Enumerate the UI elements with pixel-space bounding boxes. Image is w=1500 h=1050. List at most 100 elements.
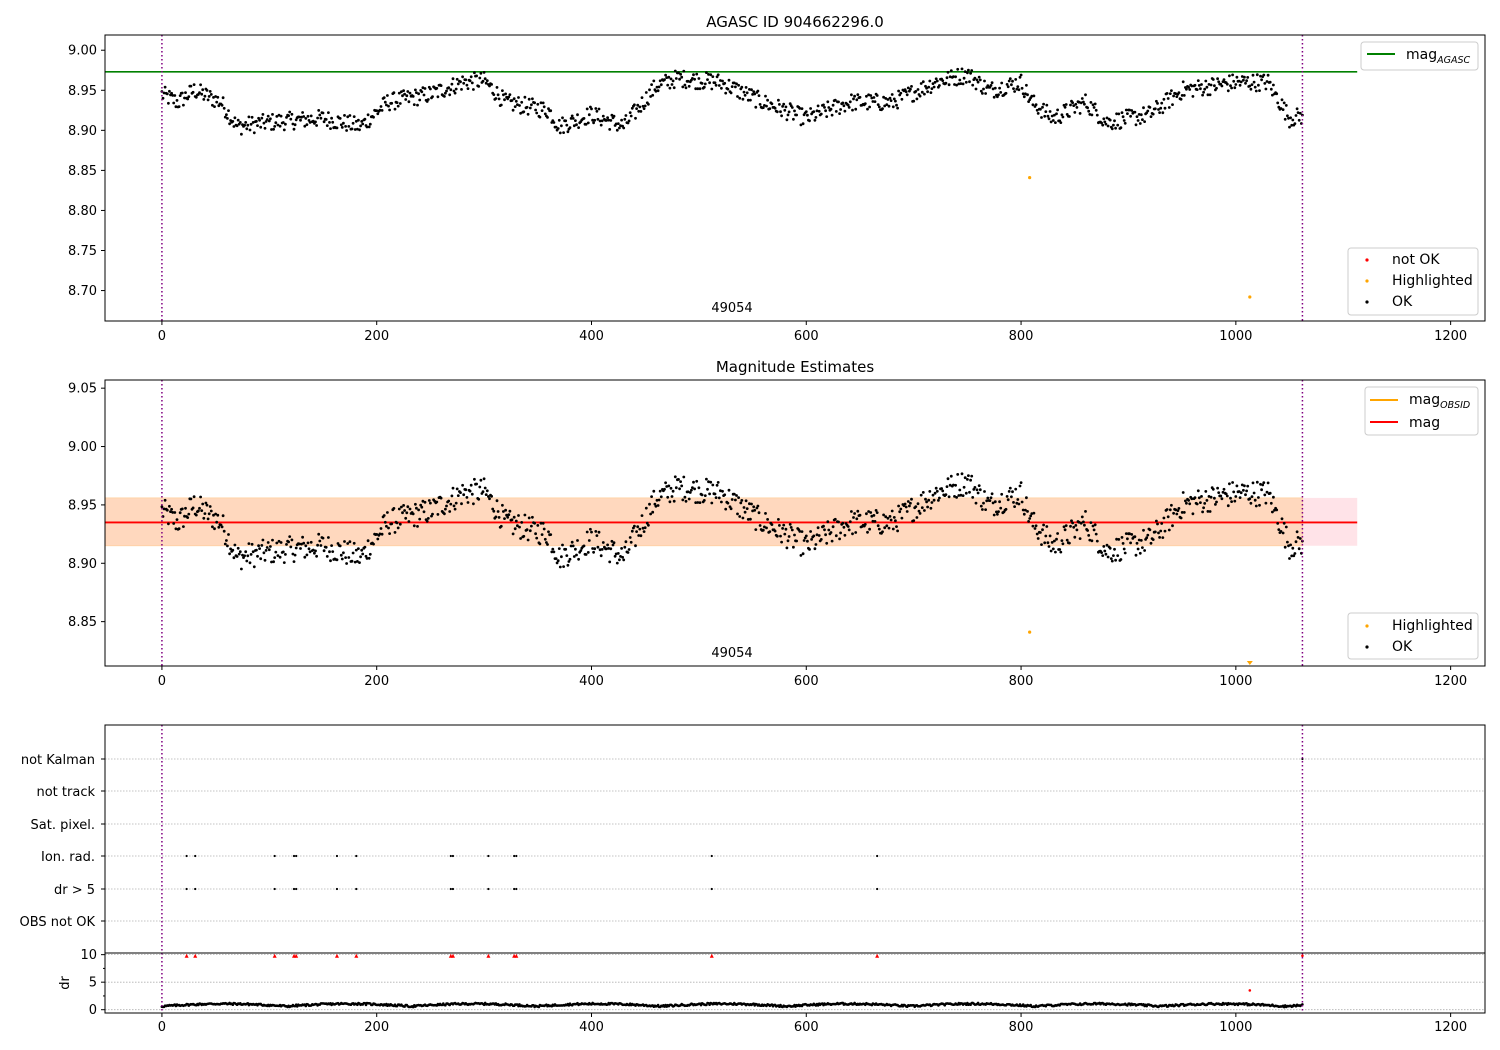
ok-point [1068,115,1071,118]
ok-point [823,106,826,109]
ok-point [792,545,795,549]
ok-point [1000,492,1004,496]
ok-point [288,535,292,538]
ok-point [575,553,578,557]
ok-point [784,527,788,531]
ok-point [923,509,926,512]
ok-point [1174,508,1178,512]
ok-point [345,129,348,132]
p2-xtick-label-1200: 1200 [1434,674,1467,689]
ok-point [1042,523,1045,527]
ok-point [947,83,951,87]
ok-point [735,494,738,497]
dr-clipped-marker-0 [184,953,189,958]
ok-point [810,538,813,541]
ok-point [753,92,757,96]
ok-point [819,538,823,541]
ok-point [1139,539,1143,542]
ok-point [592,121,595,125]
ok-point [1205,85,1209,89]
ok-point [1249,87,1253,91]
ok-point [304,117,308,120]
ok-point [1047,545,1051,548]
ok-point [304,544,308,548]
ok-point [690,488,693,492]
ok-point [1181,491,1185,494]
ok-point [717,496,721,500]
ok-point [427,499,431,502]
p2-xtick-label-200: 200 [364,674,389,689]
ok-point [595,109,599,113]
ok-point [953,495,956,498]
ok-point [459,491,462,494]
ok-point [738,515,742,518]
ok-point [1021,92,1025,96]
ok-point [1148,106,1152,109]
ok-point [1230,500,1233,503]
ok-point [637,109,641,113]
ok-point [648,88,651,92]
ok-point [512,515,516,519]
ok-point [209,509,213,513]
ion-rad-flag-5 [335,854,339,858]
ok-point [184,91,187,94]
ok-point [952,483,955,487]
ok-point [1128,532,1131,536]
ok-point [576,539,579,542]
ok-point [335,126,339,130]
ok-point [681,498,685,502]
ok-point [742,90,746,94]
ok-point [622,126,626,130]
ok-point [740,85,744,89]
ok-point [1093,523,1097,527]
ok-point [561,116,564,120]
ok-point [968,80,971,84]
ok-point [1297,118,1301,122]
ok-point [1202,90,1205,94]
ok-point [468,489,472,493]
ok-point [303,124,307,128]
ok-point [655,85,659,89]
ok-point [284,122,287,126]
ok-point [554,557,558,560]
ok-point [779,110,782,114]
dr-clipped-marker-12 [709,953,714,958]
ok-point [1109,557,1113,560]
ok-point [629,114,633,118]
ok-point [1119,558,1123,561]
ok-point [1135,541,1139,545]
ok-point [634,116,637,120]
ok-point [673,475,677,479]
ok-point [497,97,501,101]
ok-point [831,103,835,107]
ok-point [227,533,230,536]
ok-point [1163,106,1167,110]
ok-point [203,512,207,515]
ok-point [456,494,460,497]
ok-point [481,490,485,494]
ok-point [366,539,370,543]
ok-point [1114,126,1117,130]
ok-point [1033,527,1037,530]
ok-point [269,117,272,121]
ok-point [1000,81,1004,85]
ok-point [540,533,544,536]
ion-rad-flag-10 [513,854,516,858]
ok-point [693,77,696,81]
ok-point [584,122,588,126]
ok-point [889,99,893,102]
ok-point [331,550,335,553]
ok-point [319,116,323,120]
ok-point [955,496,958,499]
ok-point [814,543,818,546]
ok-point [485,79,489,82]
ok-point [605,547,608,551]
ok-point [175,518,179,521]
ok-point [1121,542,1125,545]
ok-point [780,540,783,544]
ok-point [623,545,627,549]
ok-point [352,115,356,118]
ok-point [274,550,278,554]
ok-point [482,71,486,74]
ok-point [1264,87,1268,91]
